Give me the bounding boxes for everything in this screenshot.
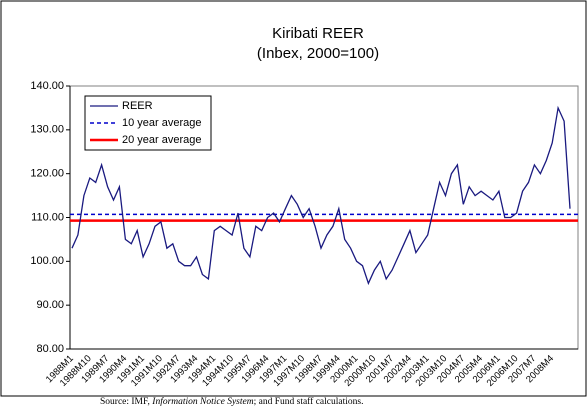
y-tick-label: 120.00 bbox=[30, 168, 64, 180]
legend-label: 20 year average bbox=[122, 134, 202, 146]
source-note: Source: IMF, Information Notice System; … bbox=[100, 396, 363, 407]
y-tick-label: 110.00 bbox=[31, 211, 64, 223]
y-tick-label: 80.00 bbox=[36, 343, 64, 355]
source-text: Source: IMF, bbox=[100, 397, 152, 407]
line-series bbox=[71, 105, 571, 286]
y-tick-label: 90.00 bbox=[36, 299, 64, 311]
chart-subtitle: (Inbex, 2000=100) bbox=[257, 45, 379, 62]
legend-label: 10 year average bbox=[122, 117, 202, 129]
y-tick-label: 140.00 bbox=[30, 80, 64, 92]
source-text: ; and Fund staff calculations. bbox=[254, 396, 364, 407]
y-tick-label: 100.00 bbox=[30, 255, 64, 267]
source-text: Information Notice System bbox=[151, 396, 253, 407]
y-tick-label: 130.00 bbox=[30, 124, 64, 136]
legend-label: REER bbox=[122, 100, 153, 112]
chart-title: Kiribati REER bbox=[272, 25, 364, 42]
chart-border bbox=[0, 0, 587, 397]
